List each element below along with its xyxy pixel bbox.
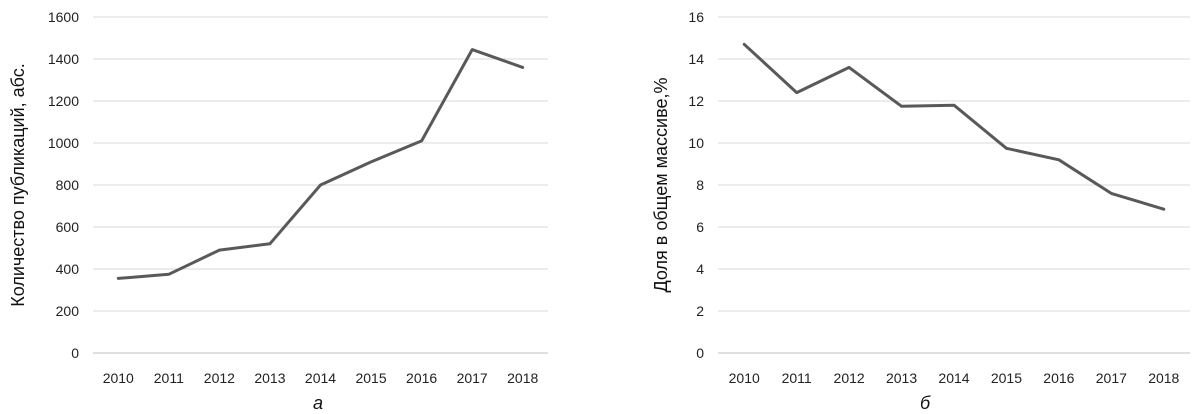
- chart-b-y-tick-label: 10: [688, 135, 704, 151]
- chart-b-y-tick-label: 8: [696, 177, 704, 193]
- chart-b-x-tick-label: 2014: [938, 370, 969, 386]
- chart-a: 0 200 400 600 800 1000 1200 1400 1600 2010 2011 201…: [8, 9, 548, 413]
- chart-a-y-tick-label: 1600: [48, 9, 79, 25]
- chart-a-x-tick-label: 2011: [154, 370, 184, 386]
- chart-b-x-tick-label: 2018: [1148, 370, 1179, 386]
- chart-a-x-tick-label: 2016: [406, 370, 437, 386]
- chart-a-x-tick-label: 2010: [103, 370, 134, 386]
- chart-a-y-tick-label: 600: [56, 219, 80, 235]
- chart-b-x-tick-label: 2017: [1096, 370, 1127, 386]
- chart-a-y-tick-label: 1400: [48, 51, 79, 67]
- chart-b-x-tick-label: 2011: [782, 370, 812, 386]
- chart-b-x-tick-label: 2015: [991, 370, 1022, 386]
- chart-b-y-tick-label: 0: [696, 345, 704, 361]
- chart-b-x-tick-label: 2016: [1043, 370, 1074, 386]
- chart-b-caption: б: [920, 393, 931, 413]
- chart-a-y-tick-label: 0: [71, 345, 79, 361]
- chart-b-x-tick-label: 2013: [886, 370, 917, 386]
- chart-b-x-tick-label: 2012: [834, 370, 865, 386]
- chart-b-y-axis-label: Доля в общем массиве,%: [651, 78, 671, 293]
- chart-a-x-tick-label: 2012: [204, 370, 235, 386]
- chart-a-x-tick-label: 2018: [507, 370, 538, 386]
- chart-a-x-tick-label: 2013: [254, 370, 285, 386]
- chart-a-caption: а: [313, 393, 323, 413]
- chart-b: 0 2 4 6 8 10 12 14 16 2010 2011 2012 2013 2014 2015 201…: [651, 9, 1190, 413]
- chart-b-y-tick-label: 14: [688, 51, 704, 67]
- chart-a-series-line: [116, 48, 525, 280]
- chart-b-y-tick-label: 16: [688, 9, 704, 25]
- chart-a-x-tick-label: 2014: [305, 370, 336, 386]
- chart-b-series-line: [742, 42, 1166, 211]
- chart-b-x-tick-label: 2010: [729, 370, 760, 386]
- chart-b-y-tick-label: 6: [696, 219, 704, 235]
- chart-a-y-tick-label: 1200: [48, 93, 79, 109]
- chart-a-y-axis-label: Количество публикаций, абс.: [8, 63, 28, 307]
- chart-a-y-tick-label: 400: [56, 261, 80, 277]
- chart-a-y-tick-label: 1000: [48, 135, 79, 151]
- chart-b-y-tick-label: 12: [688, 93, 704, 109]
- chart-a-y-tick-label: 800: [56, 177, 80, 193]
- chart-b-y-tick-label: 4: [696, 261, 704, 277]
- chart-a-x-tick-label: 2017: [457, 370, 488, 386]
- chart-a-y-tick-label: 200: [56, 303, 80, 319]
- chart-b-y-tick-label: 2: [696, 303, 704, 319]
- chart-a-x-tick-label: 2015: [355, 370, 386, 386]
